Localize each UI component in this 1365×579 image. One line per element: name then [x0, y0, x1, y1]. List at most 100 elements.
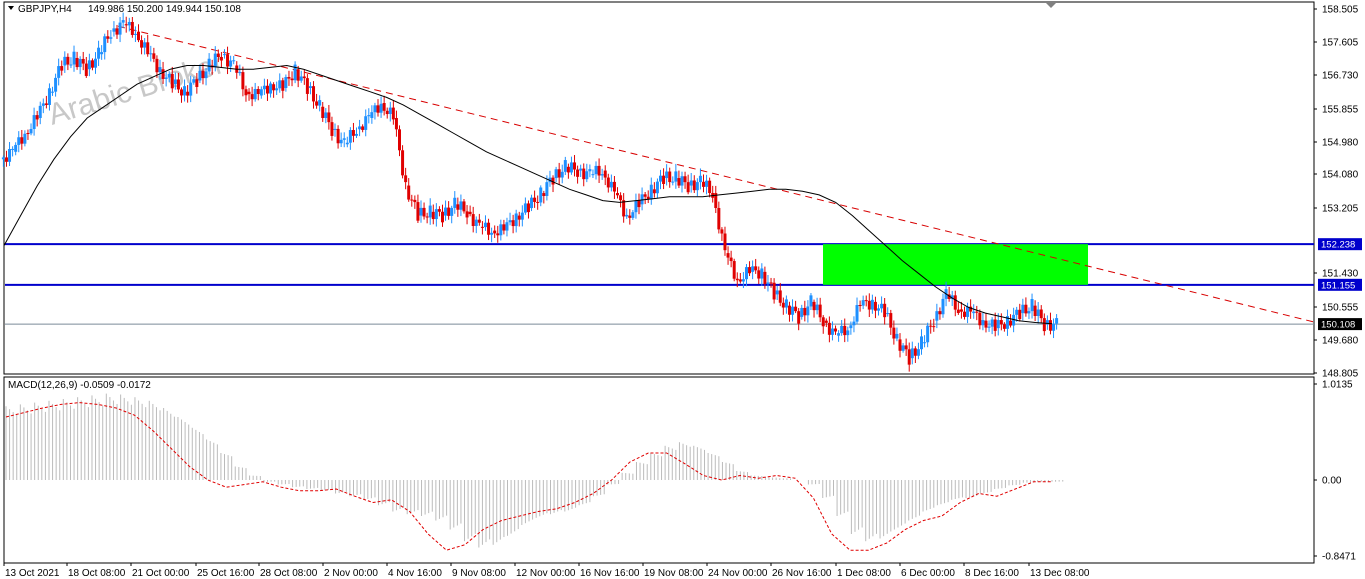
candle [407, 178, 411, 202]
candle [361, 124, 365, 133]
candle [517, 211, 521, 227]
candle [723, 226, 727, 256]
candle-body [748, 267, 752, 274]
candle-body [416, 202, 420, 221]
candle [990, 317, 994, 335]
candle-body [950, 295, 954, 299]
candle-body [219, 57, 223, 61]
candle [858, 300, 862, 312]
candle-body [447, 207, 451, 216]
candle-body [496, 233, 500, 236]
candle [612, 175, 616, 199]
candle [192, 76, 196, 85]
candle-body [708, 180, 712, 194]
candle [382, 95, 386, 116]
candle [969, 299, 973, 319]
candle-body [545, 182, 549, 196]
candle [625, 208, 629, 219]
candle-body [477, 219, 481, 223]
candle [877, 304, 881, 316]
candle-body [302, 76, 306, 79]
candle-body [262, 85, 266, 90]
candle-body [23, 133, 27, 144]
candle [124, 16, 128, 33]
candle-body [892, 327, 896, 339]
candle [999, 313, 1003, 331]
candle [1005, 309, 1009, 336]
candle [695, 178, 699, 197]
candle [376, 99, 380, 117]
candle [308, 82, 312, 95]
candle [904, 338, 908, 356]
candle-body [1024, 304, 1028, 314]
candle-body [726, 253, 730, 258]
candle [609, 174, 613, 192]
candle [14, 142, 18, 156]
ohlc-values: 149.986 150.200 149.944 150.108 [88, 4, 241, 15]
candle-body [468, 211, 472, 215]
time-tick-label: 13 Oct 2021 [5, 568, 60, 579]
candle-body [631, 212, 635, 218]
candle [29, 123, 33, 136]
moving-average-line [3, 64, 1053, 325]
candle-body [391, 107, 395, 120]
candle-body [244, 89, 248, 96]
candle-body [94, 58, 98, 68]
candle-body [834, 328, 838, 332]
candle [542, 190, 546, 204]
candle-body [351, 130, 355, 136]
candle-body [717, 207, 721, 230]
candle [867, 293, 871, 318]
candle [941, 293, 945, 318]
candle-body [735, 278, 739, 281]
candle [219, 51, 223, 69]
time-tick-label: 21 Oct 00:00 [132, 568, 190, 579]
candle-body [800, 307, 804, 317]
candle [493, 225, 497, 238]
price-tick-label: 156.730 [1322, 71, 1359, 82]
candle [287, 70, 291, 86]
candle-body [886, 313, 890, 315]
candle [419, 200, 423, 223]
candle-body [1052, 323, 1056, 331]
price-tick-label: 158.505 [1322, 5, 1359, 16]
candle-body [376, 105, 380, 113]
candle [364, 109, 368, 137]
candle [606, 173, 610, 193]
candle [106, 30, 110, 43]
menu-arrow-icon[interactable] [8, 6, 14, 10]
time-tick-label: 9 Nov 08:00 [452, 568, 506, 579]
candle [183, 79, 187, 102]
candle-body [754, 266, 758, 271]
candle [705, 174, 709, 195]
candle [680, 171, 684, 193]
candle-body [173, 79, 177, 85]
candle-body [723, 233, 727, 251]
candle [480, 221, 484, 235]
candle-body [751, 266, 755, 272]
candle-body [867, 300, 871, 310]
candle-body [11, 148, 15, 150]
candle [195, 72, 199, 94]
candle-body [81, 58, 85, 64]
candle-body [827, 322, 831, 335]
candle-body [431, 211, 435, 220]
candle [754, 258, 758, 274]
candle-body [315, 101, 319, 106]
candle-body [106, 36, 110, 39]
chart-shift-marker-icon[interactable] [1046, 3, 1056, 8]
candle [4, 150, 8, 167]
candle [186, 85, 190, 103]
candle-body [809, 295, 813, 307]
candle-body [499, 224, 503, 236]
candle-body [689, 180, 693, 186]
candle [1052, 318, 1056, 339]
candle-body [554, 169, 558, 179]
candle-body [121, 20, 125, 23]
price-tag-151.155: 151.155 [1318, 278, 1362, 291]
candle [434, 203, 438, 227]
candle-body [530, 197, 534, 209]
candle-body [797, 311, 801, 324]
candle-body [505, 222, 509, 231]
candle-body [176, 79, 180, 90]
